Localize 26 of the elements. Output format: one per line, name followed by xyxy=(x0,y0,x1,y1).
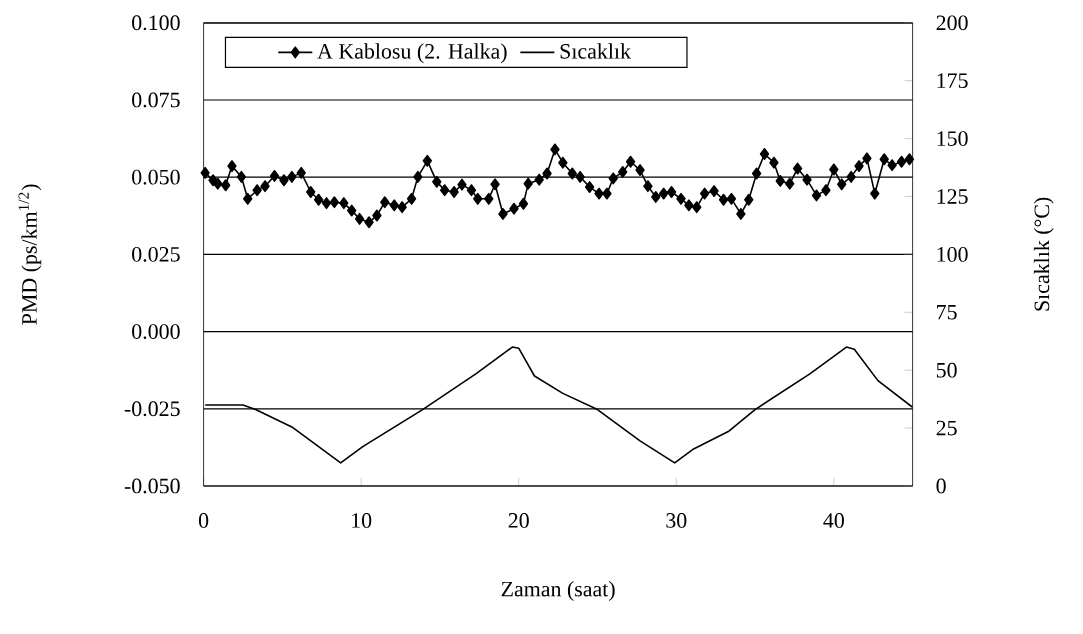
y-tick-label: 0.025 xyxy=(132,246,180,262)
y2-tick-label: 175 xyxy=(937,73,968,89)
legend-label: A Kablosu (2. Halka) xyxy=(317,43,507,64)
y2-tick-label: 100 xyxy=(937,247,968,262)
y-tick-label: -0.050 xyxy=(124,478,180,494)
x-tick-label: 0 xyxy=(198,513,209,528)
y2-tick-label: 50 xyxy=(936,362,957,378)
x-tick-label: 10 xyxy=(352,513,372,528)
legend-label: Sıcaklık xyxy=(560,43,632,59)
y-tick-label: 0.050 xyxy=(132,169,180,185)
y-tick-label: -0.025 xyxy=(124,401,180,417)
y2-tick-label: 125 xyxy=(937,189,968,204)
y2-tick-label: 200 xyxy=(936,15,968,31)
y-tick-label: 0.000 xyxy=(132,324,180,340)
x-axis-title: Zaman (saat) xyxy=(501,581,615,601)
x-tick-label: 40 xyxy=(823,513,844,528)
y2-tick-label: 75 xyxy=(937,305,957,320)
y2-axis-title: Sıcaklık (°C) xyxy=(1033,197,1054,311)
x-tick-label: 20 xyxy=(508,513,529,528)
x-tick-label: 30 xyxy=(666,513,687,528)
y2-tick-label: 150 xyxy=(937,131,968,146)
y2-tick-label: 25 xyxy=(936,420,957,436)
y-tick-label: 0.075 xyxy=(132,92,180,108)
y-axis-title: PMD (ps/km$^{1/2}$) xyxy=(18,184,42,325)
y-tick-label: 0.100 xyxy=(132,15,180,31)
y2-tick-label: 0 xyxy=(936,478,946,494)
